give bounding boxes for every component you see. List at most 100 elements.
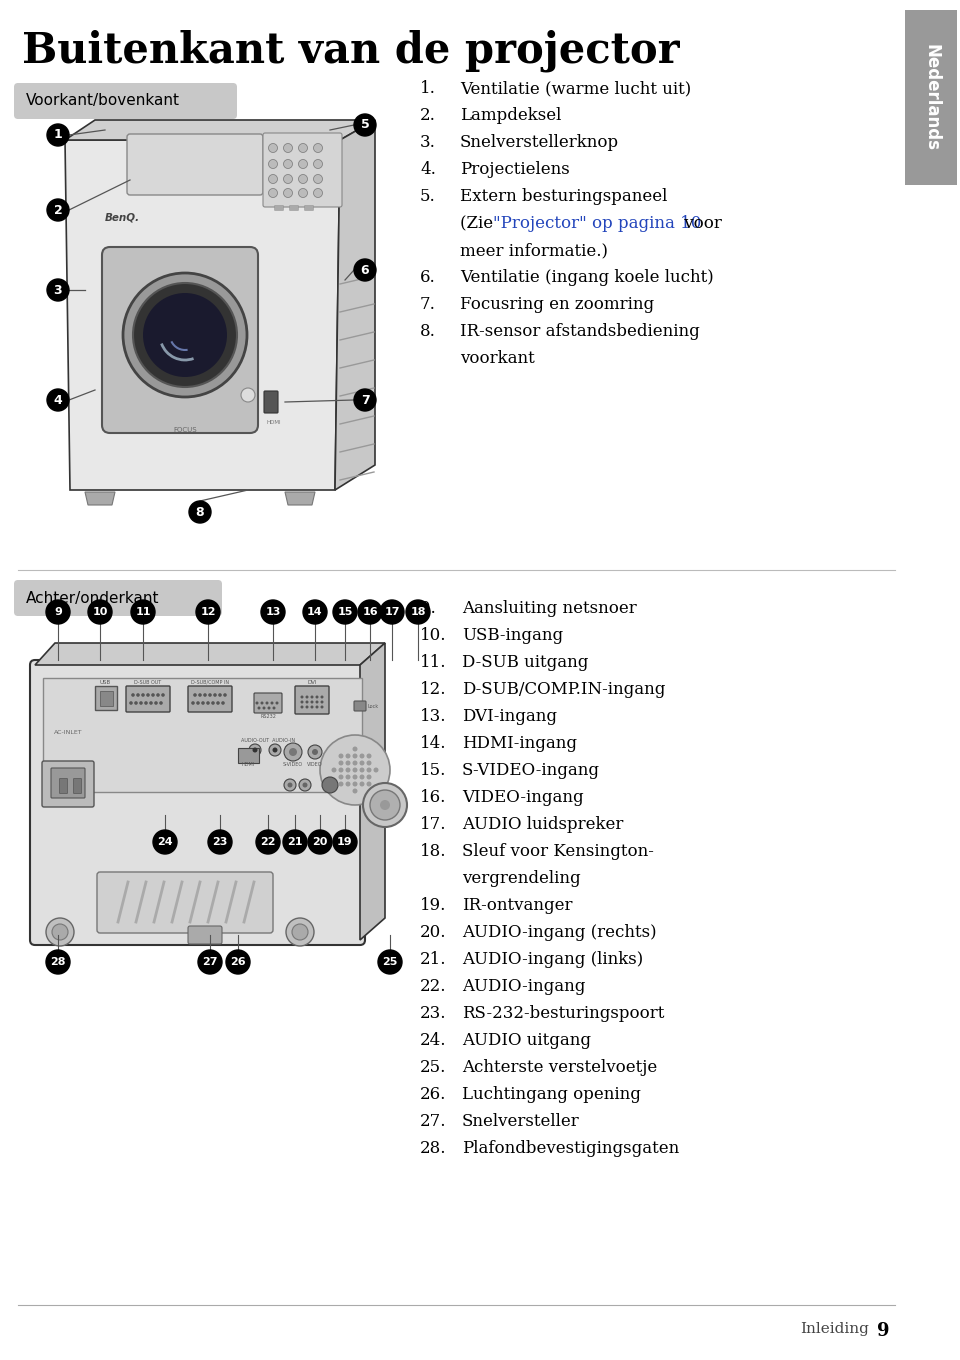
Circle shape: [189, 500, 211, 524]
Circle shape: [331, 767, 337, 772]
Text: 22.: 22.: [420, 978, 446, 996]
Circle shape: [346, 753, 350, 759]
Text: 28.: 28.: [420, 1140, 446, 1157]
Circle shape: [300, 706, 303, 709]
Text: 15.: 15.: [420, 762, 446, 779]
Circle shape: [358, 600, 382, 624]
Text: HDMI: HDMI: [241, 763, 254, 767]
Circle shape: [283, 144, 293, 152]
Circle shape: [136, 694, 140, 696]
Polygon shape: [285, 492, 315, 505]
Circle shape: [255, 702, 258, 704]
Circle shape: [359, 774, 365, 779]
Circle shape: [320, 734, 390, 805]
Text: VIDEO-ingang: VIDEO-ingang: [462, 789, 584, 806]
Text: 10: 10: [92, 607, 108, 617]
Circle shape: [191, 702, 195, 704]
Text: AUDIO luidspreker: AUDIO luidspreker: [462, 816, 623, 832]
Circle shape: [305, 700, 308, 703]
Text: 15: 15: [337, 607, 352, 617]
Circle shape: [352, 753, 357, 759]
Text: Luchtingang opening: Luchtingang opening: [462, 1087, 641, 1103]
Text: 7: 7: [361, 393, 370, 407]
Text: 26.: 26.: [420, 1087, 446, 1103]
Text: Extern besturingspaneel: Extern besturingspaneel: [460, 188, 667, 205]
Circle shape: [367, 774, 372, 779]
Circle shape: [266, 702, 269, 704]
FancyBboxPatch shape: [237, 748, 258, 763]
Text: Lampdeksel: Lampdeksel: [460, 107, 562, 124]
Circle shape: [314, 189, 323, 197]
Circle shape: [302, 782, 307, 787]
Circle shape: [269, 144, 277, 152]
Circle shape: [226, 951, 250, 974]
FancyBboxPatch shape: [60, 778, 67, 793]
Text: 3: 3: [54, 283, 62, 296]
Circle shape: [283, 159, 293, 169]
Text: Inleiding: Inleiding: [800, 1322, 869, 1336]
Text: 28: 28: [50, 957, 65, 967]
Circle shape: [204, 694, 206, 696]
Circle shape: [149, 702, 153, 704]
Circle shape: [339, 774, 344, 779]
Circle shape: [123, 273, 247, 397]
Circle shape: [223, 694, 227, 696]
Text: AUDIO-ingang: AUDIO-ingang: [462, 978, 586, 996]
FancyBboxPatch shape: [14, 83, 237, 120]
Circle shape: [161, 694, 165, 696]
Text: 6: 6: [361, 264, 370, 276]
Circle shape: [367, 760, 372, 766]
Circle shape: [367, 767, 372, 772]
Circle shape: [339, 760, 344, 766]
Circle shape: [269, 174, 277, 184]
Circle shape: [269, 159, 277, 169]
Text: AUDIO-OUT  AUDIO-IN: AUDIO-OUT AUDIO-IN: [241, 737, 295, 743]
Circle shape: [303, 600, 327, 624]
Circle shape: [141, 694, 145, 696]
Circle shape: [300, 695, 303, 699]
Text: 12.: 12.: [420, 681, 446, 698]
Circle shape: [262, 706, 266, 710]
Text: 10.: 10.: [420, 627, 446, 645]
FancyBboxPatch shape: [97, 872, 273, 933]
Circle shape: [216, 702, 220, 704]
Circle shape: [252, 748, 257, 752]
Circle shape: [46, 600, 70, 624]
Text: Snelverstellerknop: Snelverstellerknop: [460, 135, 619, 151]
Circle shape: [283, 174, 293, 184]
Circle shape: [346, 760, 350, 766]
Text: 20.: 20.: [420, 923, 446, 941]
Text: 23: 23: [212, 836, 228, 847]
Text: DVI: DVI: [307, 680, 317, 684]
Circle shape: [206, 702, 210, 704]
Circle shape: [367, 753, 372, 759]
Circle shape: [321, 700, 324, 703]
Circle shape: [156, 694, 159, 696]
Text: 13: 13: [265, 607, 280, 617]
Text: S-VIDEO-ingang: S-VIDEO-ingang: [462, 762, 600, 779]
FancyBboxPatch shape: [43, 679, 362, 792]
Circle shape: [269, 744, 281, 756]
Circle shape: [354, 389, 376, 411]
Circle shape: [346, 782, 350, 786]
FancyBboxPatch shape: [290, 205, 299, 211]
Circle shape: [146, 694, 150, 696]
Text: Achterste verstelvoetje: Achterste verstelvoetje: [462, 1059, 658, 1076]
Circle shape: [352, 760, 357, 766]
Circle shape: [151, 694, 155, 696]
Circle shape: [352, 767, 357, 772]
Circle shape: [153, 830, 177, 854]
Circle shape: [312, 749, 318, 755]
Circle shape: [367, 782, 372, 786]
Circle shape: [322, 777, 338, 793]
Circle shape: [276, 702, 278, 704]
Text: 12: 12: [201, 607, 216, 617]
Text: BenQ.: BenQ.: [105, 212, 140, 222]
Circle shape: [339, 767, 344, 772]
Circle shape: [130, 702, 132, 704]
Text: FOCUS: FOCUS: [173, 427, 197, 432]
Circle shape: [47, 279, 69, 301]
Circle shape: [52, 923, 68, 940]
Text: VIDEO: VIDEO: [307, 763, 323, 767]
Circle shape: [299, 174, 307, 184]
